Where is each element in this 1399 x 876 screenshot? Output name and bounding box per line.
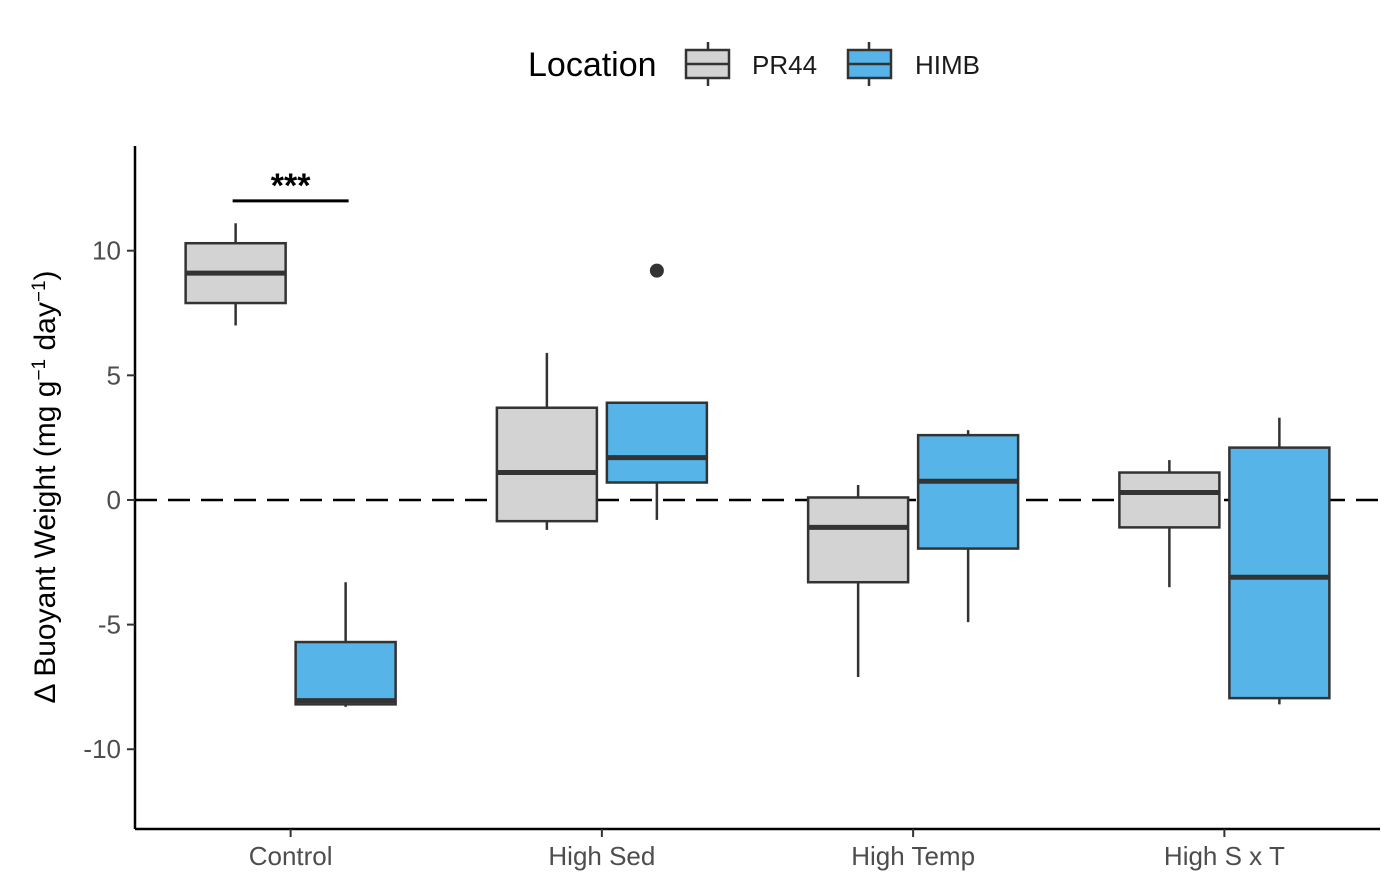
x-tick-label-2: High Temp <box>851 841 975 871</box>
box-himb-high-s-x-t <box>1228 446 1331 700</box>
x-tick-label-0: Control <box>249 841 333 871</box>
legend-label-pr44: PR44 <box>752 50 817 80</box>
box-himb-high-temp <box>916 433 1020 550</box>
outlier-himb-high-sed-0 <box>649 263 664 278</box>
legend-key-pr44 <box>684 42 731 86</box>
box-himb-high-sed <box>605 401 709 484</box>
legend-key-himb <box>846 42 893 86</box>
legend-label-himb: HIMB <box>915 50 980 80</box>
box-pr44-high-sed <box>495 406 599 523</box>
legend-title: Location <box>528 46 657 84</box>
y-tick-label-1: -5 <box>98 610 121 640</box>
y-tick-label-3: 5 <box>107 360 121 390</box>
y-tick-label-4: 10 <box>92 236 121 266</box>
x-tick-label-1: High Sed <box>548 841 655 871</box>
y-tick-label-2: 0 <box>107 485 121 515</box>
x-tick-label-3: High S x T <box>1164 841 1285 871</box>
y-tick-label-0: -10 <box>83 734 121 764</box>
y-axis-title: Δ Buoyant Weight (mg g−1 day−1) <box>29 270 63 703</box>
box-himb-control <box>294 640 397 706</box>
significance-label-0: *** <box>271 167 311 205</box>
box-pr44-high-s-x-t <box>1118 471 1221 529</box>
plot-area: *** -10 -5 0 5 10 Control High Sed High Temp High… <box>83 146 1380 871</box>
legend: Location PR44 HIMB <box>528 42 980 86</box>
box-pr44-high-temp <box>806 496 910 584</box>
